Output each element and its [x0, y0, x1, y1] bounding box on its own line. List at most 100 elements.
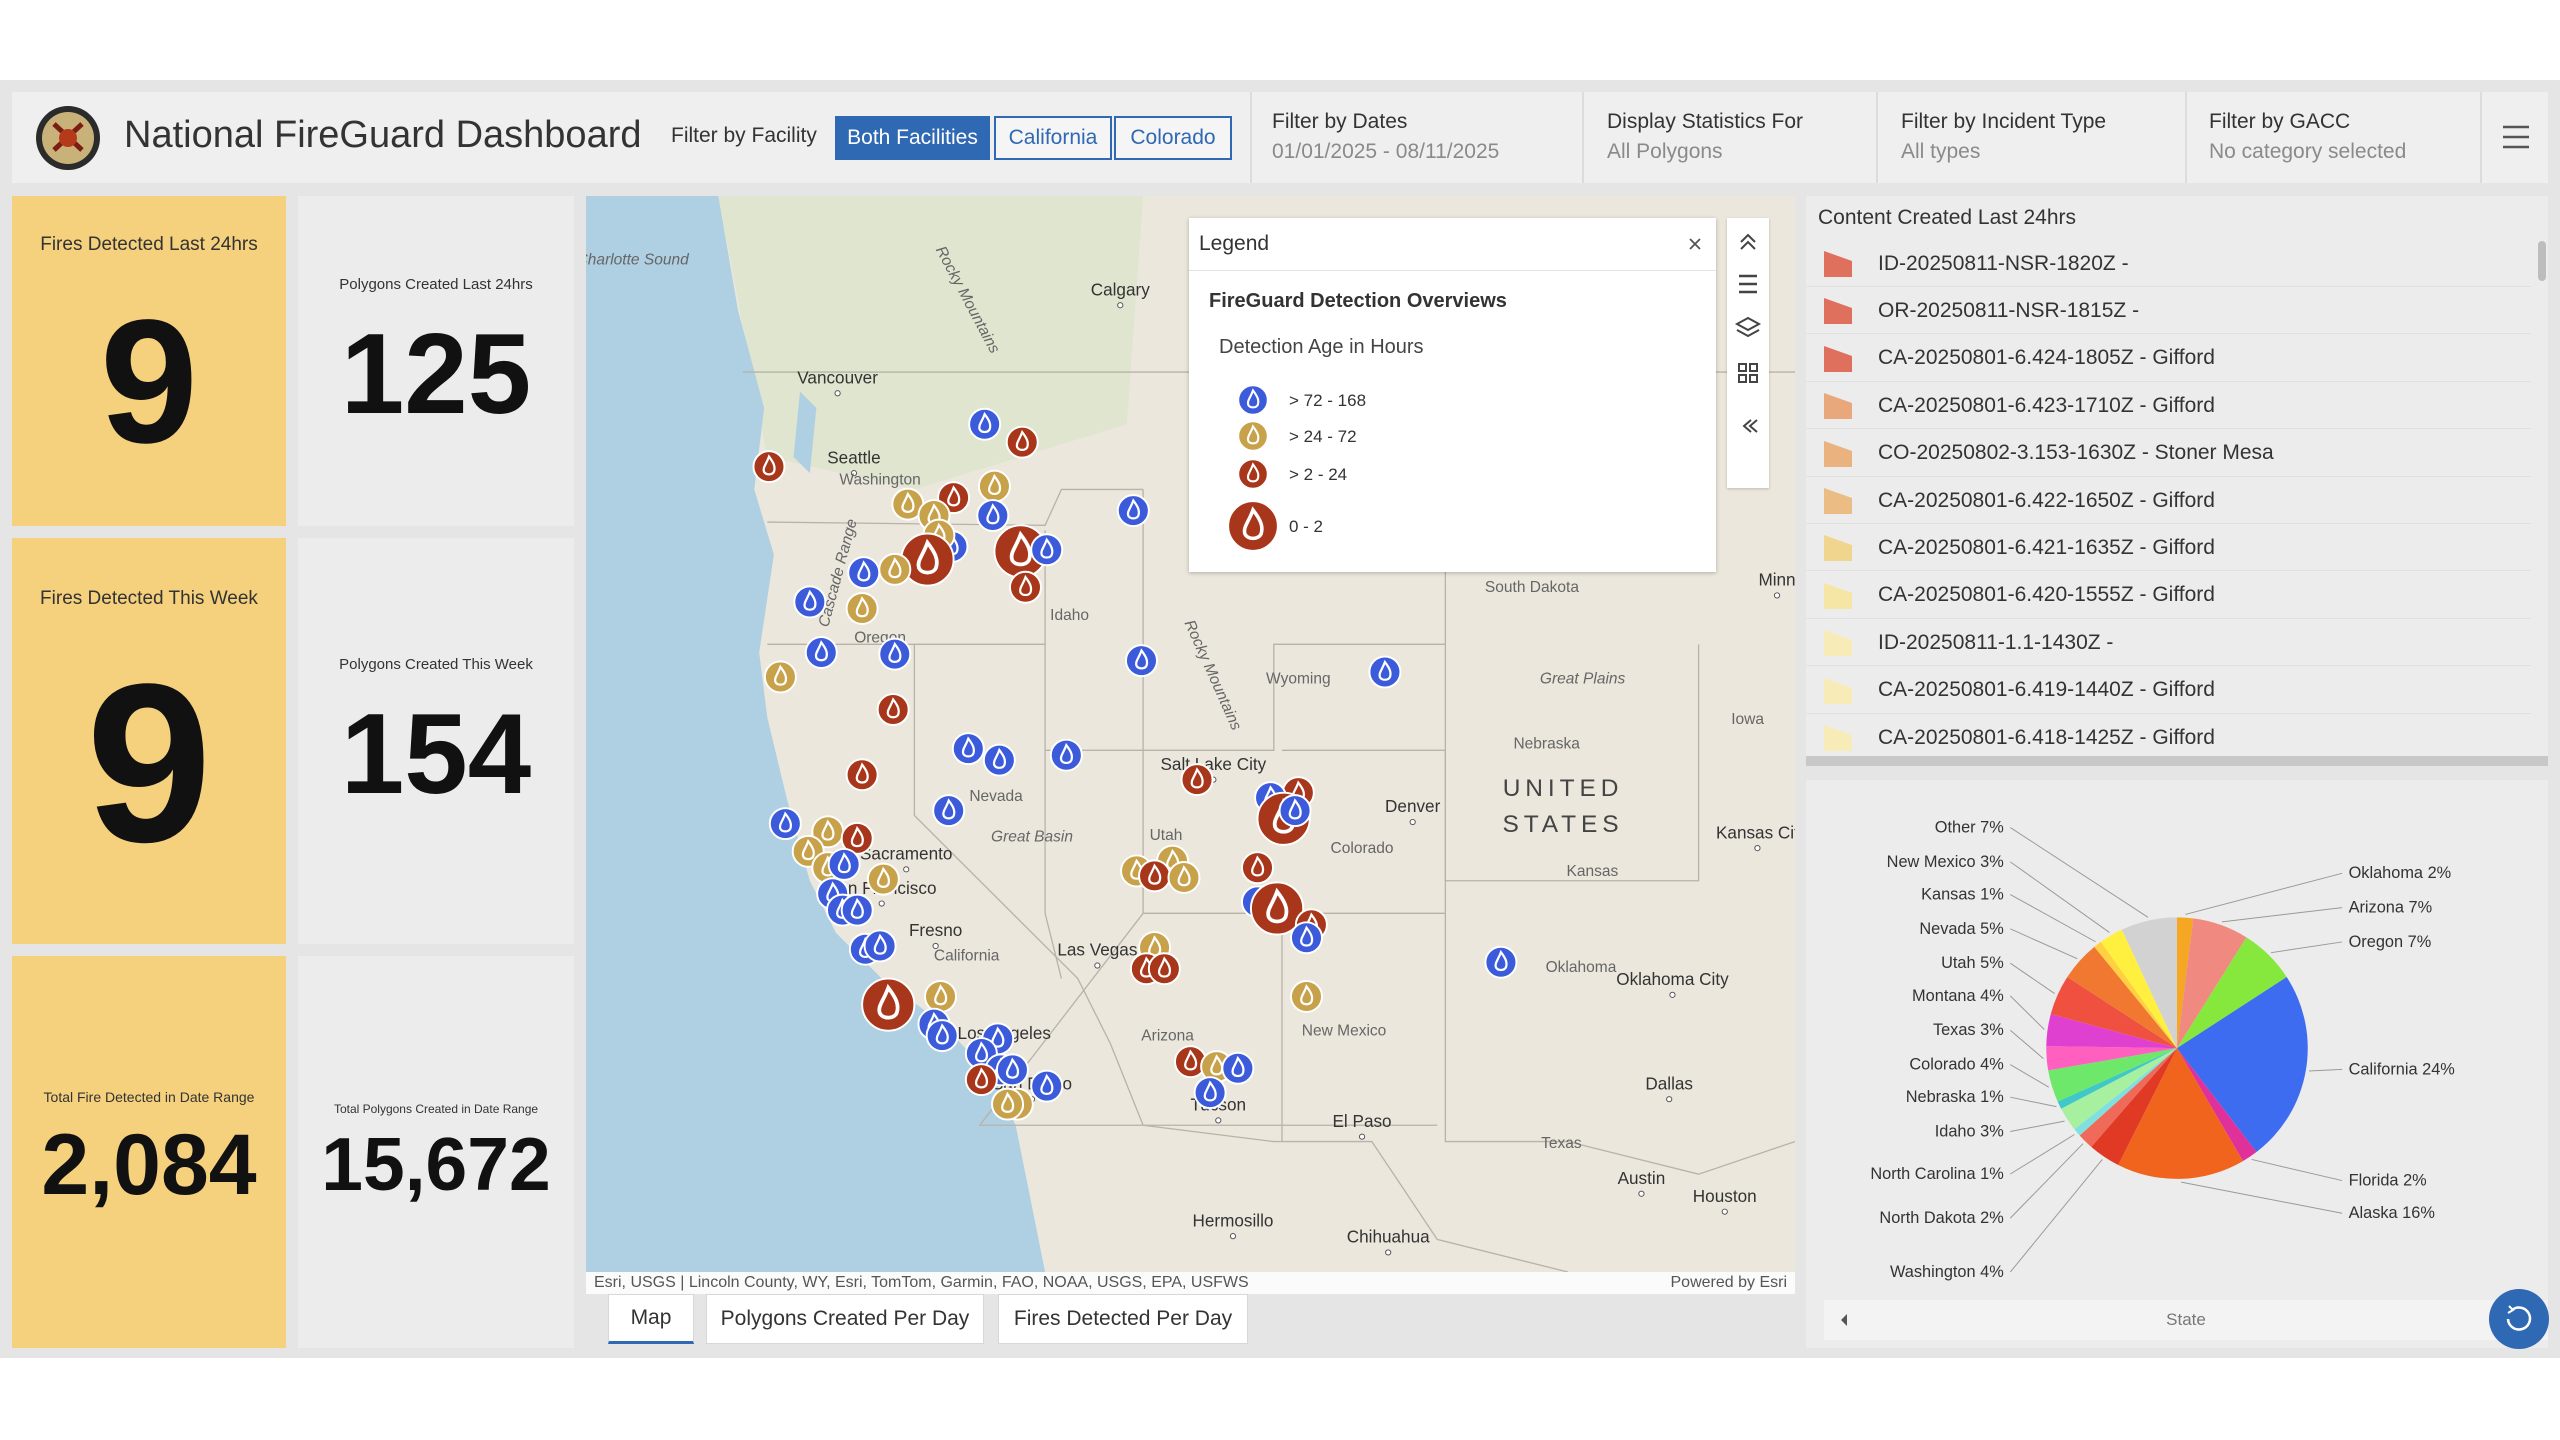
marker-flame	[778, 811, 793, 833]
fire-marker	[845, 758, 879, 792]
leader-line	[2009, 1159, 2103, 1273]
city-dot	[903, 866, 910, 873]
map-label: Denver	[1385, 796, 1441, 816]
list-row[interactable]: CA-20250801-6.423-1710Z - Gifford	[1806, 383, 2531, 430]
leader-line	[2010, 861, 2110, 933]
filter-value[interactable]: All Polygons	[1607, 140, 1723, 163]
menu-button[interactable]	[2502, 124, 2530, 150]
city-dot	[1666, 1096, 1673, 1103]
marker-flame	[974, 1067, 989, 1089]
pie-value-label: 2%	[1980, 1209, 2004, 1227]
map-label: Iowa	[1731, 711, 1764, 728]
facility-button[interactable]: Both Facilities	[835, 116, 990, 160]
scrollbar[interactable]	[2538, 241, 2546, 281]
flag-icon	[1824, 582, 1852, 609]
pie-value-label: 16%	[2402, 1204, 2435, 1222]
marker-flame	[873, 933, 887, 955]
list-row[interactable]: ID-20250811-1.1-1430Z -	[1806, 620, 2531, 667]
pie-slice	[2079, 1048, 2177, 1147]
fire-marker	[1030, 533, 1064, 567]
close-button[interactable]	[1687, 236, 1703, 252]
list-row[interactable]: CA-20250801-6.421-1635Z - Gifford	[1806, 525, 2531, 572]
leader-line	[2010, 894, 2096, 943]
flag-shape	[1824, 535, 1852, 562]
forest-area	[718, 196, 1144, 490]
map-label: Queen Charlotte Sound	[586, 251, 690, 268]
map-label: Vancouver	[797, 368, 878, 388]
list-row[interactable]: OR-20250811-NSR-1815Z -	[1806, 288, 2531, 335]
marker-flame	[1040, 1073, 1054, 1095]
marker-circle	[1221, 1051, 1255, 1085]
marker-circle	[1237, 384, 1269, 416]
marker-flame	[888, 556, 902, 579]
pie-slice	[2177, 977, 2308, 1153]
pie-category: Arizona	[2349, 899, 2405, 917]
pie-slice	[2118, 1048, 2243, 1179]
filter-value[interactable]: 01/01/2025 - 08/11/2025	[1272, 140, 1500, 163]
marker-flame	[1288, 798, 1302, 820]
fire-marker	[1138, 859, 1172, 893]
marker-flame	[978, 411, 992, 434]
scroll-left[interactable]	[1838, 1312, 1850, 1328]
marker-flame	[1246, 424, 1260, 445]
tab[interactable]: Polygons Created Per Day	[706, 1294, 984, 1344]
fire-marker	[964, 1063, 998, 1097]
filter-label: Filter by Facility	[671, 124, 817, 147]
tab[interactable]: Fires Detected Per Day	[998, 1294, 1248, 1344]
list-item: CA-20250801-6.419-1440Z - Gifford	[1878, 678, 2215, 702]
filter-value[interactable]: All types	[1901, 140, 1981, 163]
stat-card: Fires Detected This Week 9	[12, 538, 286, 944]
list-row[interactable]: CA-20250801-6.420-1555Z - Gifford	[1806, 572, 2531, 619]
h-scrollbar[interactable]	[1806, 756, 2548, 766]
marker-flame	[988, 473, 1002, 496]
marker-flame	[1126, 498, 1141, 520]
stat-value: 2,084	[41, 1117, 257, 1213]
filter-label[interactable]: Display Statistics For	[1607, 110, 1804, 133]
city-dot	[878, 900, 885, 907]
marker-circle	[840, 821, 874, 855]
refresh-button[interactable]	[2488, 1288, 2550, 1350]
marker-flame	[1242, 506, 1264, 541]
toolbar-icons[interactable]	[1727, 218, 1769, 488]
pie-slice	[2177, 918, 2247, 1049]
list-row[interactable]: CA-20250801-6.422-1650Z - Gifford	[1806, 478, 2531, 524]
city-dot	[1229, 1233, 1237, 1240]
legend-subheading: Detection Age in Hours	[1219, 336, 1424, 358]
list-row[interactable]: CA-20250801-6.419-1440Z - Gifford	[1806, 667, 2531, 714]
leader-line	[2010, 1120, 2065, 1133]
filter-label[interactable]: Filter by GACC	[2209, 110, 2351, 133]
marker-circle	[1289, 921, 1323, 955]
list-row[interactable]: ID-20250811-NSR-1820Z -	[1806, 241, 2531, 287]
flag-icon	[1824, 345, 1852, 372]
pie-label: Utah 5%	[1941, 954, 2004, 972]
list-row[interactable]: CO-20250802-3.153-1630Z - Stoner Mesa	[1806, 430, 2531, 477]
marker-circle	[1193, 1076, 1227, 1110]
pie-label: Montana 4%	[1912, 987, 2004, 1005]
divider	[2480, 92, 2482, 183]
filter-label[interactable]: Filter by Dates	[1272, 110, 1408, 133]
map-label: Minn	[1758, 570, 1795, 590]
pie-slice	[2050, 977, 2177, 1049]
marker-flame	[803, 589, 817, 611]
leader-line	[2010, 962, 2055, 994]
leader-line	[2309, 1068, 2343, 1072]
city-dot	[1638, 1190, 1645, 1197]
pie-label: Washington 4%	[1890, 1263, 2004, 1281]
list-row[interactable]: CA-20250801-6.424-1805Z - Gifford	[1806, 335, 2531, 382]
tab[interactable]: Map	[608, 1294, 694, 1344]
marker-flame	[1005, 1057, 1020, 1079]
pie-slice	[2177, 917, 2194, 1049]
marker-circle	[768, 807, 802, 841]
pie-value-label: 5%	[1980, 954, 2004, 972]
facility-button[interactable]: California	[994, 116, 1112, 160]
pie-label: North Carolina 1%	[1870, 1165, 2003, 1183]
marker-circle	[847, 556, 881, 590]
marker-circle	[1237, 458, 1269, 490]
marker-circle	[804, 636, 838, 669]
marker-flame	[1019, 574, 1033, 597]
filter-value[interactable]: No category selected	[2209, 140, 2407, 163]
city-dot	[1721, 1208, 1728, 1215]
list-row[interactable]: CA-20250801-6.418-1425Z - Gifford	[1806, 715, 2531, 761]
facility-button[interactable]: Colorado	[1114, 116, 1232, 160]
filter-label[interactable]: Filter by Incident Type	[1901, 110, 2107, 133]
